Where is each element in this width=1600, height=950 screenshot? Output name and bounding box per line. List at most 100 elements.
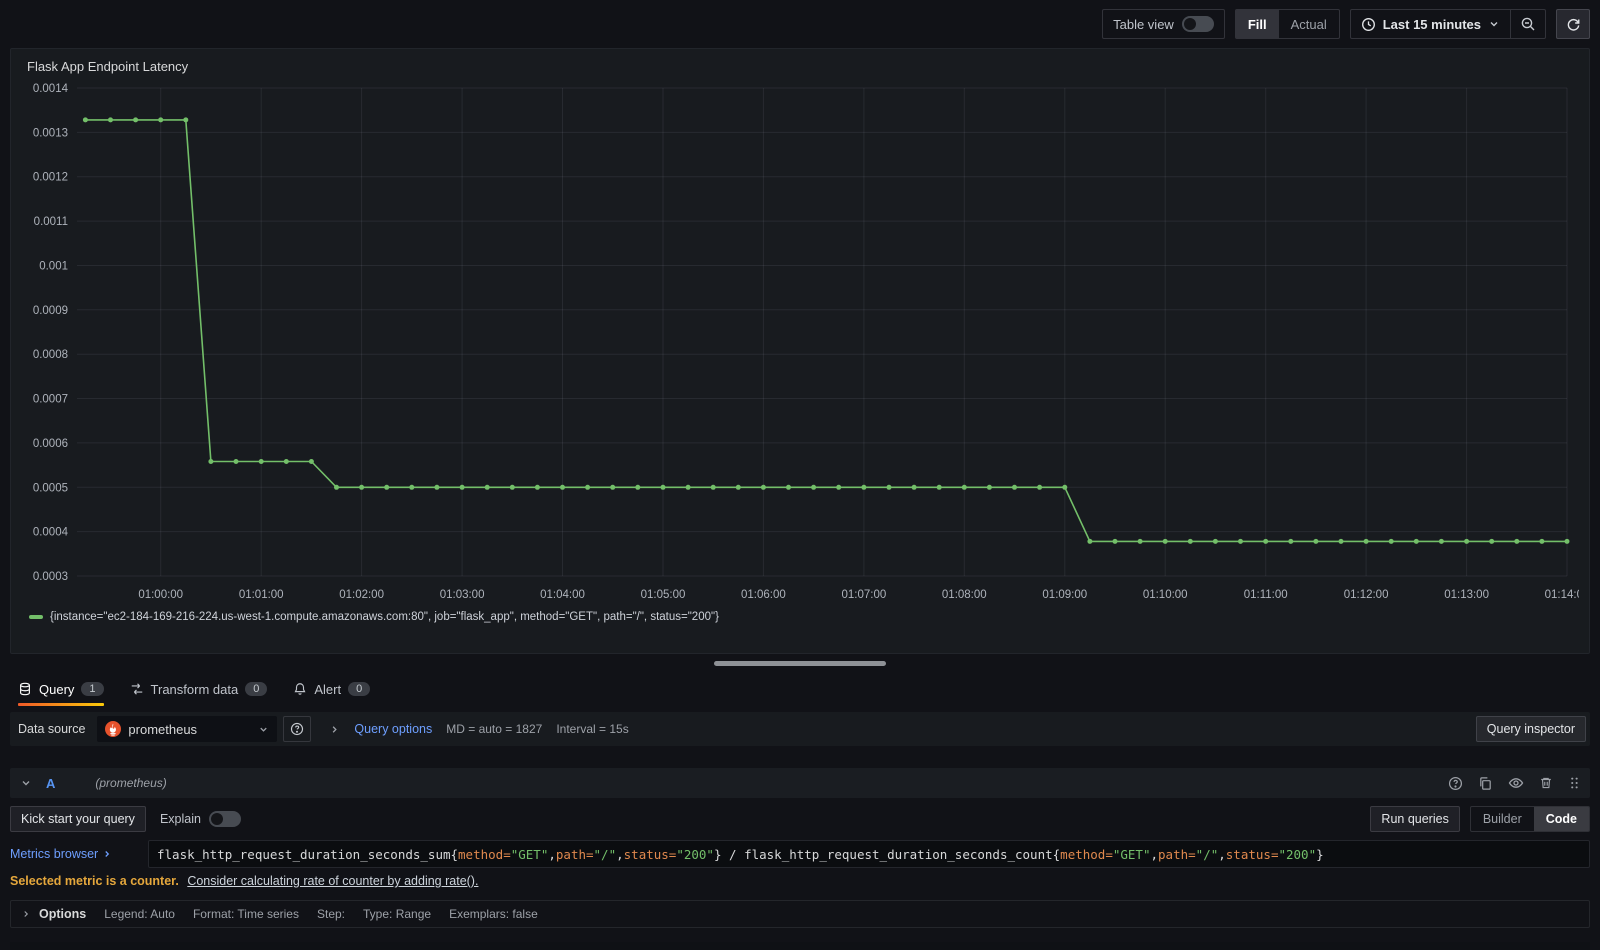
help-circle-icon[interactable] [1448, 776, 1463, 791]
query-options-link[interactable]: Query options [354, 722, 433, 736]
series-point[interactable] [685, 484, 691, 490]
promql-token-string: "200" [676, 846, 714, 862]
actual-button[interactable]: Actual [1290, 16, 1327, 32]
query-inspector-button[interactable]: Query inspector [1475, 716, 1586, 742]
series-point[interactable] [334, 484, 339, 490]
series-point[interactable] [258, 459, 264, 464]
series-point[interactable] [1137, 538, 1143, 544]
datasource-help-button[interactable] [283, 716, 312, 742]
series-point[interactable] [509, 484, 515, 490]
series-point[interactable] [233, 459, 239, 464]
series-point[interactable] [409, 484, 415, 490]
series-point[interactable] [986, 484, 992, 490]
x-axis-tick-label: 01:01:00 [239, 589, 284, 601]
chevron-right-icon[interactable] [329, 724, 340, 735]
series-point[interactable] [1514, 538, 1520, 544]
series-point[interactable] [359, 484, 365, 490]
series-point[interactable] [811, 484, 817, 490]
datasource-picker[interactable]: prometheus [97, 716, 278, 742]
series-point[interactable] [283, 459, 289, 464]
series-point[interactable] [459, 484, 465, 490]
series-point[interactable] [1112, 538, 1118, 544]
tab-alert[interactable]: Alert 0 [293, 672, 371, 706]
series-point[interactable] [308, 459, 314, 464]
series-point[interactable] [961, 484, 967, 490]
series-point[interactable] [836, 484, 842, 490]
series-line[interactable] [85, 119, 1567, 543]
series-point[interactable] [534, 484, 540, 490]
builder-button[interactable]: Builder [1482, 812, 1522, 826]
series-point[interactable] [735, 484, 741, 490]
series-point[interactable] [1464, 538, 1470, 544]
series-point[interactable] [660, 484, 666, 490]
series-point[interactable] [861, 484, 867, 490]
series-point[interactable] [1363, 538, 1369, 544]
collapse-chevron-icon[interactable] [20, 777, 32, 789]
series-point[interactable] [1238, 538, 1243, 544]
series-point[interactable] [484, 484, 490, 490]
series-point[interactable] [434, 484, 440, 490]
options-expander[interactable]: Options [21, 907, 86, 921]
series-point[interactable] [635, 484, 641, 490]
metrics-browser-button[interactable]: Metrics browser [10, 847, 148, 861]
zoom-out-button[interactable] [1510, 10, 1545, 38]
panel-title: Flask App Endpoint Latency [27, 59, 189, 74]
series-point[interactable] [610, 484, 616, 490]
series-point[interactable] [1539, 538, 1545, 544]
eye-icon[interactable] [1508, 775, 1524, 791]
series-point[interactable] [208, 459, 214, 464]
series-point[interactable] [585, 484, 591, 490]
tab-query[interactable]: Query 1 [18, 672, 104, 706]
query-ref-id[interactable]: A [46, 775, 56, 791]
kick-start-query-button[interactable]: Kick start your query [10, 806, 146, 832]
add-rate-hint-link[interactable]: Consider calculating rate of counter by … [187, 874, 479, 888]
series-point[interactable] [1012, 484, 1017, 490]
tab-transform-data[interactable]: Transform data 0 [130, 672, 268, 706]
series-point[interactable] [936, 484, 942, 490]
pane-resize-handle[interactable] [714, 660, 886, 666]
promql-query-input[interactable]: flask_http_request_duration_seconds_sum{… [148, 840, 1590, 868]
series-point[interactable] [1037, 484, 1043, 490]
series-point[interactable] [1413, 538, 1419, 544]
series-point[interactable] [108, 117, 113, 123]
explain-toggle[interactable] [208, 811, 241, 827]
series-point[interactable] [1187, 538, 1193, 544]
editor-right-tools: Run queries Builder Code [1370, 806, 1590, 832]
series-point[interactable] [384, 484, 390, 490]
series-point[interactable] [1062, 484, 1068, 490]
editor-tabs: Query 1 Transform data 0 Alert 0 [0, 672, 1600, 706]
series-point[interactable] [133, 117, 139, 123]
series-point[interactable] [886, 484, 892, 490]
series-point[interactable] [786, 484, 791, 490]
series-point[interactable] [1489, 538, 1495, 544]
fill-button[interactable]: Fill [1235, 10, 1279, 38]
series-point[interactable] [1313, 538, 1319, 544]
duplicate-icon[interactable] [1478, 776, 1493, 791]
series-point[interactable] [1087, 538, 1093, 544]
series-point[interactable] [1212, 538, 1218, 544]
grip-icon[interactable] [1568, 776, 1580, 790]
series-point[interactable] [158, 117, 164, 123]
time-range-picker[interactable]: Last 15 minutes [1351, 10, 1510, 38]
series-point[interactable] [710, 484, 716, 490]
series-point[interactable] [1162, 538, 1168, 544]
run-queries-button[interactable]: Run queries [1370, 806, 1460, 832]
series-point[interactable] [82, 117, 88, 123]
promql-token-label: method [1060, 846, 1106, 862]
series-point[interactable] [1388, 538, 1394, 544]
code-button[interactable]: Code [1533, 807, 1589, 831]
table-view-toggle[interactable] [1181, 16, 1214, 32]
series-point[interactable] [1288, 538, 1294, 544]
trash-icon[interactable] [1539, 776, 1553, 790]
series-point[interactable] [560, 484, 565, 490]
series-point[interactable] [1564, 538, 1570, 544]
series-point[interactable] [911, 484, 917, 490]
series-point[interactable] [760, 484, 766, 490]
refresh-button[interactable] [1556, 9, 1590, 39]
series-point[interactable] [1338, 538, 1344, 544]
series-point[interactable] [1438, 538, 1444, 544]
series-point[interactable] [1263, 538, 1269, 544]
timeseries-chart[interactable]: 0.0014 0.0013 0.0012 0.0011 0.001 0.0009 0.000… [19, 76, 1590, 608]
legend-series-label[interactable]: {instance="ec2-184-169-216-224.us-west-1… [50, 611, 719, 623]
series-point[interactable] [183, 117, 189, 123]
